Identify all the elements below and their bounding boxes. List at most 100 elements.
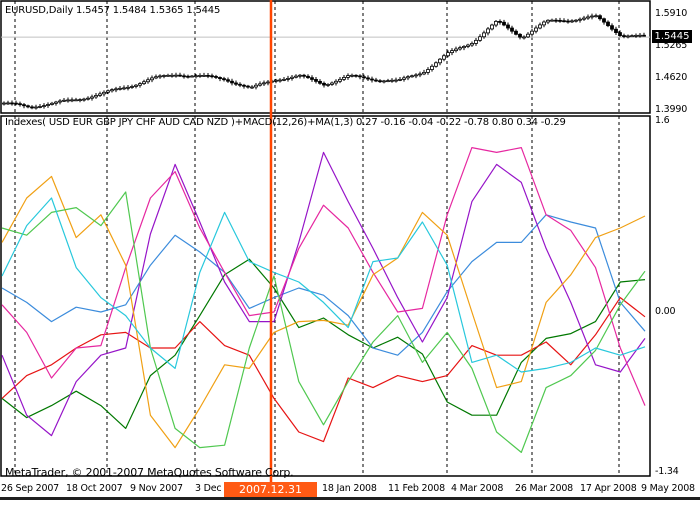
candle-body bbox=[582, 17, 586, 20]
candle-body bbox=[250, 86, 254, 89]
candle-body bbox=[502, 21, 506, 26]
candle-body bbox=[162, 75, 166, 77]
candle-body bbox=[398, 78, 402, 81]
price-tick: 1.5265 bbox=[655, 40, 688, 51]
candle-body bbox=[478, 36, 482, 41]
candle-body bbox=[154, 76, 158, 79]
index-line-eur bbox=[1, 214, 646, 356]
candle-body bbox=[514, 30, 518, 35]
candle-body bbox=[586, 16, 590, 19]
candle-body bbox=[462, 46, 466, 49]
candle-body bbox=[542, 21, 546, 26]
candle-body bbox=[346, 75, 350, 78]
candle-body bbox=[70, 99, 74, 102]
candle-body bbox=[38, 106, 42, 108]
candle-body bbox=[102, 91, 106, 95]
candle-body bbox=[182, 75, 186, 78]
index-lines bbox=[1, 147, 646, 453]
indicator-tick: 0.00 bbox=[655, 306, 676, 317]
candle-body bbox=[34, 106, 38, 109]
candle-body bbox=[338, 78, 342, 82]
price-tick: 1.4620 bbox=[655, 72, 688, 83]
candle-body bbox=[550, 19, 554, 22]
candle-body bbox=[498, 20, 502, 23]
candle-body bbox=[362, 76, 366, 79]
candle-body bbox=[382, 80, 386, 83]
price-tick: 1.5910 bbox=[655, 8, 688, 19]
candle-body bbox=[394, 79, 398, 82]
candle-body bbox=[262, 82, 266, 85]
candle-body bbox=[302, 74, 306, 77]
candle-body bbox=[466, 44, 470, 47]
candle-body bbox=[114, 88, 118, 91]
candle-body bbox=[610, 25, 614, 30]
date-tick: 17 Apr 2008 bbox=[580, 483, 637, 494]
date-tick: 9 May 2008 bbox=[641, 483, 695, 494]
candle-body bbox=[158, 75, 162, 78]
chart-canvas[interactable] bbox=[0, 0, 700, 500]
index-line-aud bbox=[1, 175, 646, 449]
candle-body bbox=[186, 75, 190, 78]
metatrader-chart-window: EURUSD,Daily 1.5457 1.5484 1.5365 1.5445… bbox=[0, 0, 700, 500]
candle-body bbox=[606, 21, 610, 27]
candle-body bbox=[142, 81, 146, 85]
candle-body bbox=[614, 28, 618, 33]
candle-body bbox=[86, 97, 90, 100]
candle-body bbox=[378, 80, 382, 83]
candle-body bbox=[230, 80, 234, 84]
indicator-tick: -1.34 bbox=[655, 466, 679, 477]
candle-body bbox=[14, 102, 18, 105]
candle-body bbox=[138, 83, 142, 86]
candle-body bbox=[2, 102, 6, 105]
candle-body bbox=[110, 89, 114, 92]
candle-body bbox=[10, 102, 14, 105]
candle-body bbox=[174, 74, 178, 77]
candle-body bbox=[634, 34, 638, 37]
copyright-text: MetaTrader, © 2001-2007 MetaQuotes Softw… bbox=[5, 466, 294, 479]
candle-body bbox=[442, 55, 446, 60]
candle-body bbox=[166, 74, 170, 77]
date-tick: 3 Dec 2007 bbox=[195, 483, 248, 494]
candle-body bbox=[314, 79, 318, 82]
candle-body bbox=[234, 82, 238, 85]
candle-body bbox=[570, 20, 574, 23]
lower-panel-border bbox=[0, 115, 651, 477]
candle-body bbox=[414, 74, 418, 77]
candle-body bbox=[446, 52, 450, 57]
index-line-nzd bbox=[1, 197, 646, 373]
candle-body bbox=[642, 34, 646, 37]
candle-body bbox=[594, 15, 598, 18]
candle-body bbox=[46, 104, 50, 106]
candle-body bbox=[434, 62, 438, 67]
candle-body bbox=[222, 78, 226, 81]
candle-body bbox=[334, 80, 338, 84]
candle-body bbox=[26, 105, 30, 108]
candle-body bbox=[98, 93, 102, 96]
candle-body bbox=[622, 35, 626, 37]
date-tick: 11 Feb 2008 bbox=[388, 483, 445, 494]
candle-body bbox=[426, 69, 430, 73]
index-line-cad bbox=[1, 191, 646, 453]
candle-body bbox=[558, 19, 562, 22]
candle-body bbox=[66, 99, 70, 102]
candle-body bbox=[370, 78, 374, 81]
upper-panel-border bbox=[0, 0, 651, 114]
candle-body bbox=[598, 15, 602, 20]
candle-body bbox=[18, 103, 22, 106]
candle-body bbox=[626, 35, 630, 38]
candle-body bbox=[406, 76, 410, 79]
candle-body bbox=[506, 24, 510, 29]
candle-body bbox=[358, 75, 362, 78]
candle-body bbox=[254, 84, 258, 88]
candle-body bbox=[522, 36, 526, 39]
upper-panel-title: EURUSD,Daily 1.5457 1.5484 1.5365 1.5445 bbox=[5, 5, 221, 16]
candle-body bbox=[402, 77, 406, 80]
candle-body bbox=[106, 90, 110, 93]
candle-body bbox=[294, 75, 298, 78]
candle-body bbox=[226, 79, 230, 82]
index-line-chf bbox=[1, 147, 646, 406]
candle-body bbox=[490, 24, 494, 30]
candle-body bbox=[366, 77, 370, 80]
candle-body bbox=[198, 75, 202, 77]
candle-body bbox=[470, 43, 474, 46]
